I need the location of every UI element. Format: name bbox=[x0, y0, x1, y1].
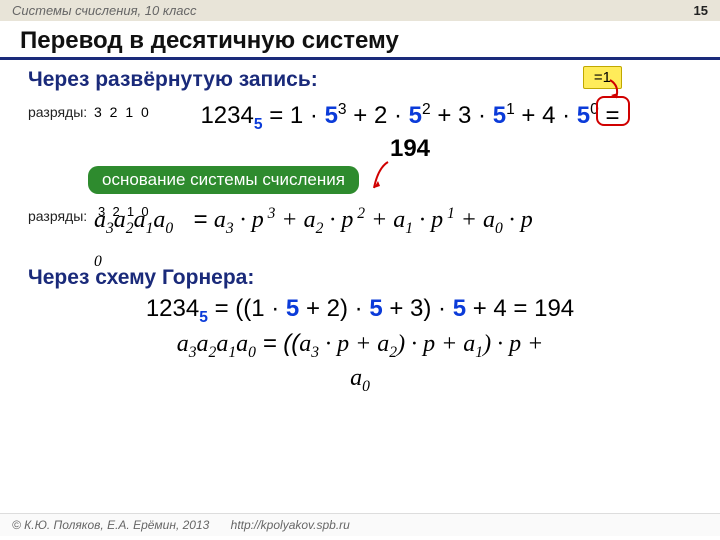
header-strip: Системы счисления, 10 класс 15 bbox=[0, 0, 720, 21]
h-c: + 2) · bbox=[299, 295, 369, 322]
arrow-to-base bbox=[368, 158, 398, 198]
base-1: 5 bbox=[325, 102, 338, 129]
h-b: = ((1 · bbox=[208, 295, 286, 322]
horner-general: a3a2a1a0 = ((a3 · p + a2) · p + a1) · p … bbox=[28, 329, 692, 396]
content-area: Через развёрнутую запись: разряды: 3 2 1… bbox=[0, 60, 720, 396]
base-2: 5 bbox=[409, 102, 422, 129]
general-equation: a3a2a1a0 = a3 · p 3 + a2 · p 2 + a1 · p … bbox=[94, 204, 692, 272]
eq-part-3: + 3 · bbox=[431, 102, 493, 129]
digits-label-2: разряды: bbox=[28, 208, 87, 224]
digits-label-1: разряды: bbox=[28, 104, 87, 120]
general-form-row: разряды: 3 2 1 0 a3a2a1a0 = a3 · p 3 + a… bbox=[28, 200, 692, 256]
title-row: Перевод в десятичную систему bbox=[0, 21, 720, 60]
base-callout-row: основание системы счисления bbox=[28, 164, 692, 194]
h-d: + 3) · bbox=[383, 295, 453, 322]
hg-left: a3a2a1a0 bbox=[177, 331, 256, 357]
exp-2: 2 bbox=[422, 101, 431, 118]
base-3: 5 bbox=[493, 102, 506, 129]
horner-numeric: 12345 = ((1 · 5 + 2) · 5 + 3) · 5 + 4 = … bbox=[28, 294, 692, 327]
number-value: 1234 bbox=[200, 102, 253, 129]
h-5b: 5 bbox=[369, 295, 382, 322]
h-5a: 5 bbox=[286, 295, 299, 322]
page-number: 15 bbox=[694, 3, 708, 18]
base-4: 5 bbox=[577, 102, 590, 129]
a3: a3a2a1a0 bbox=[94, 207, 173, 233]
highlight-box bbox=[596, 96, 630, 126]
expanded-form-row: разряды: 3 2 1 0 12345 = 1 · 53 + 2 · 52… bbox=[28, 94, 692, 164]
exp-3: 3 bbox=[338, 101, 347, 118]
exp-1: 1 bbox=[506, 101, 515, 118]
eq-part-4: + 4 · bbox=[515, 102, 577, 129]
course-label: Системы счисления, 10 класс bbox=[12, 3, 197, 18]
hg-eq: = (( bbox=[256, 330, 299, 357]
hg-rhs: a3 · p + a2) · p + a1) · p + a0 bbox=[299, 331, 543, 390]
copyright: © К.Ю. Поляков, Е.А. Ерёмин, 2013 bbox=[12, 518, 209, 532]
horner-base: 5 bbox=[199, 309, 208, 326]
base-sub: 5 bbox=[254, 116, 263, 133]
callout-base-system: основание системы счисления bbox=[88, 166, 359, 194]
footer: © К.Ю. Поляков, Е.А. Ерёмин, 2013 http:/… bbox=[0, 513, 720, 536]
eq-part-2: + 2 · bbox=[347, 102, 409, 129]
footer-url: http://kpolyakov.spb.ru bbox=[231, 518, 350, 532]
result-value: 194 bbox=[390, 135, 430, 162]
page-title: Перевод в десятичную систему bbox=[20, 27, 700, 55]
h-e: + 4 = 194 bbox=[466, 295, 574, 322]
gen-eq: = bbox=[187, 206, 214, 233]
h-5c: 5 bbox=[453, 295, 466, 322]
horner-num: 1234 bbox=[146, 295, 199, 322]
eq-part-a: = 1 · bbox=[263, 102, 325, 129]
callout-equals-one: =1 bbox=[583, 66, 622, 89]
